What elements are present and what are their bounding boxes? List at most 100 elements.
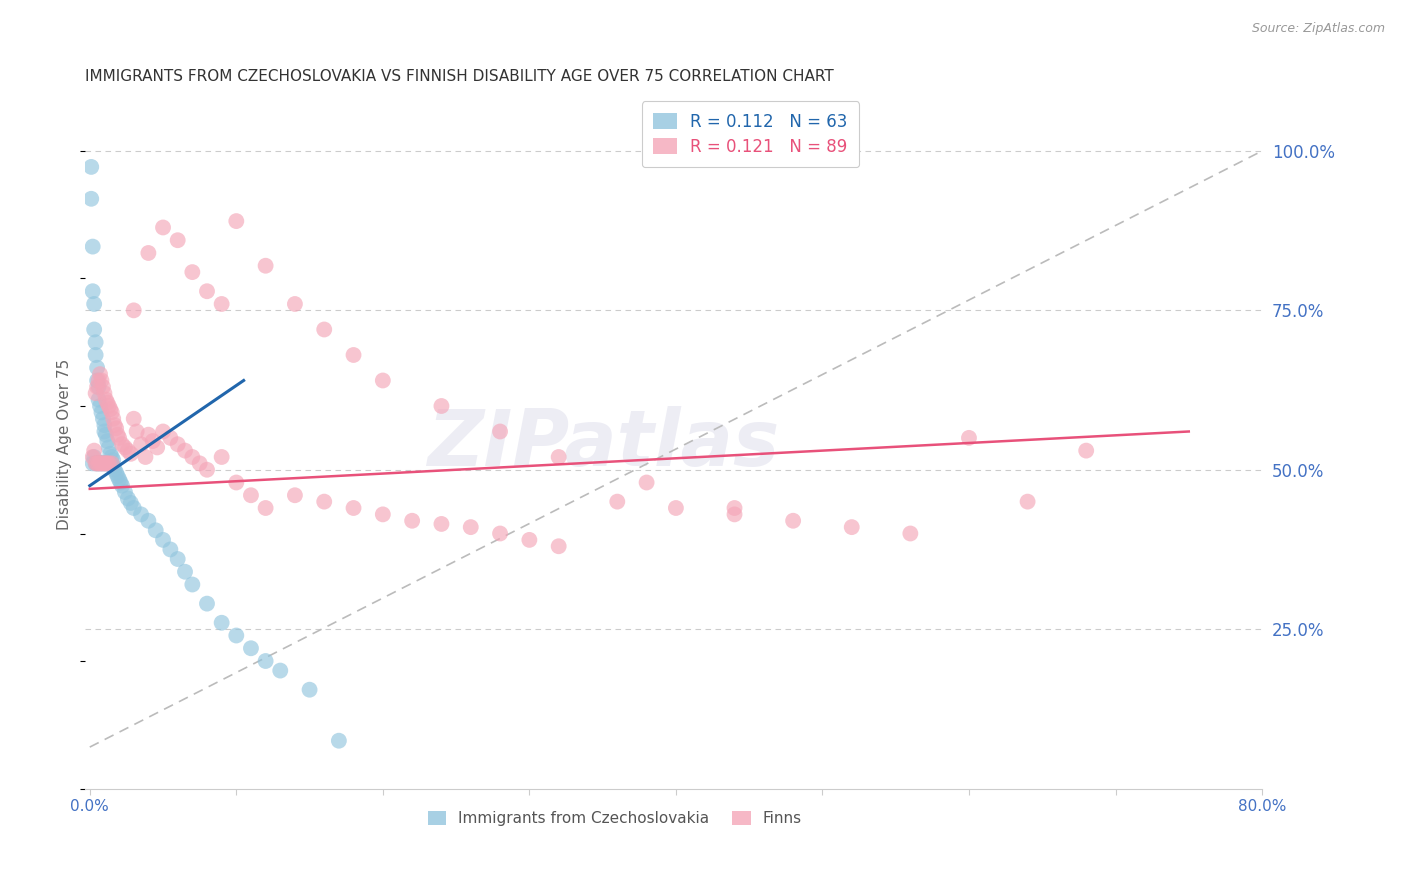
Point [298,682,321,697]
Point [98,402,121,417]
Point [371,508,394,522]
Point [898,526,921,541]
Point [211,297,233,311]
Point [87,392,110,407]
Point [342,501,364,516]
Point [284,488,307,502]
Point [152,220,174,235]
Point [114,441,136,455]
Point [519,533,541,547]
Point [239,641,262,656]
Point [547,450,569,464]
Point [134,450,156,464]
Point [146,441,169,455]
Point [100,405,122,419]
Point [195,463,218,477]
Point [94,427,117,442]
Point [269,664,291,678]
Point [105,466,128,480]
Point [80,192,103,206]
Point [82,456,104,470]
Point [723,508,745,522]
Point [96,456,118,470]
Point [111,437,134,451]
Point [100,456,122,470]
Point [129,437,152,451]
Point [166,437,188,451]
Point [89,456,111,470]
Point [120,447,142,461]
Point [284,297,307,311]
Point [90,456,112,470]
Point [86,456,108,470]
Point [114,485,136,500]
Point [174,443,197,458]
Point [314,322,336,336]
Point [94,456,117,470]
Point [841,520,863,534]
Point [110,475,132,490]
Point [82,450,104,464]
Y-axis label: Disability Age Over 75: Disability Age Over 75 [58,359,72,530]
Point [97,399,120,413]
Point [225,214,247,228]
Point [159,431,181,445]
Point [103,459,125,474]
Point [782,514,804,528]
Point [87,456,110,470]
Point [314,494,336,508]
Point [138,514,160,528]
Point [254,501,277,516]
Point [91,456,114,470]
Point [195,284,218,298]
Point [93,418,115,433]
Point [460,520,482,534]
Point [152,425,174,439]
Point [225,475,247,490]
Point [90,456,112,470]
Point [96,456,118,470]
Point [108,431,131,445]
Point [606,494,628,508]
Point [96,396,118,410]
Point [1017,494,1039,508]
Point [957,431,980,445]
Point [636,475,658,490]
Point [328,733,350,747]
Point [84,456,107,470]
Point [91,380,114,394]
Point [107,469,129,483]
Point [84,386,107,401]
Point [98,447,121,461]
Point [1076,443,1098,458]
Point [84,456,107,470]
Point [211,450,233,464]
Point [211,615,233,630]
Point [90,405,112,419]
Point [401,514,423,528]
Point [86,380,108,394]
Point [80,160,103,174]
Point [145,524,167,538]
Point [122,501,145,516]
Point [91,456,114,470]
Point [342,348,364,362]
Point [89,456,111,470]
Point [89,367,111,381]
Point [93,456,115,470]
Text: IMMIGRANTS FROM CZECHOSLOVAKIA VS FINNISH DISABILITY AGE OVER 75 CORRELATION CHA: IMMIGRANTS FROM CZECHOSLOVAKIA VS FINNIS… [86,69,834,84]
Point [104,463,127,477]
Point [122,411,145,425]
Point [166,233,188,247]
Point [174,565,197,579]
Point [138,427,160,442]
Point [665,501,688,516]
Legend: Immigrants from Czechoslovakia, Finns: Immigrants from Czechoslovakia, Finns [422,805,808,832]
Point [254,259,277,273]
Point [93,456,115,470]
Point [239,488,262,502]
Point [117,443,139,458]
Point [125,425,148,439]
Point [90,374,112,388]
Point [86,374,108,388]
